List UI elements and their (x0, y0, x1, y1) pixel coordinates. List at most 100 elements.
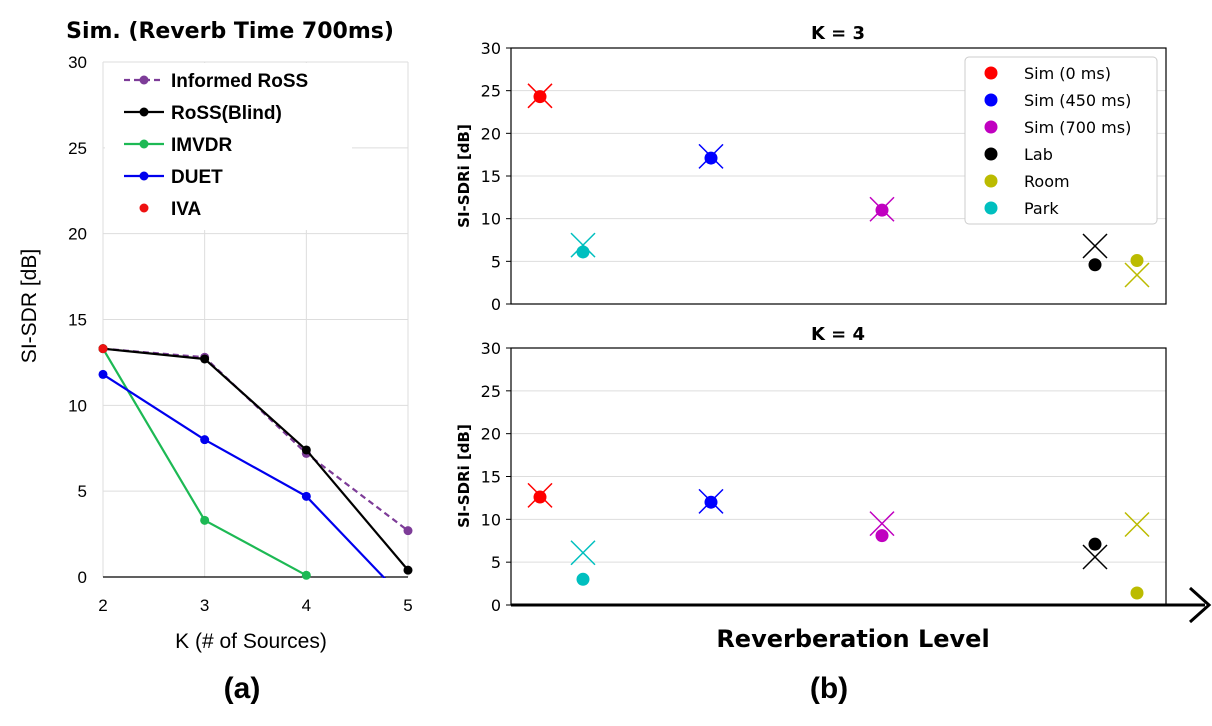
k4-cross-lab (1082, 544, 1108, 570)
k3-dot-room (1130, 253, 1144, 267)
legend-label-sim-0-ms: Sim (0 ms) (1024, 64, 1111, 83)
series-line-informed-ross (103, 347, 408, 532)
panel-a-x-label: K (# of Sources) (175, 630, 327, 653)
data-point-ross-blind (200, 354, 210, 364)
k4-cross-room (1124, 511, 1150, 538)
panel-b-legend-box (964, 56, 1158, 225)
panel-a-y-tick-label: 0 (78, 568, 87, 587)
legend-label-park: Park (1024, 199, 1059, 218)
k3-cross-room (1124, 262, 1150, 288)
legend-marker-sim-0-ms (984, 66, 998, 80)
k4-cross-sim-700-ms (869, 511, 895, 537)
panel-b-k4-y-label: SI-SDRi [dB] (455, 424, 473, 528)
k4-y-tick-label: 5 (491, 553, 501, 572)
panel-a-y-tick-label: 25 (68, 139, 87, 158)
panel-a-x-tick-label: 2 (98, 596, 107, 615)
k3-y-tick-label: 5 (491, 252, 501, 271)
panel-b-k3-y-ticks: 0 5 10 15 20 25 30 (481, 39, 511, 314)
k3-y-tick-label: 25 (481, 82, 501, 101)
k4-dot-sim-450-ms (704, 495, 718, 509)
k4-y-tick-label: 25 (481, 382, 501, 401)
legend-marker-informed-ross (139, 75, 149, 85)
panel-b-legend: Sim (0 ms) Sim (450 ms) Sim (700 ms) Lab Roo… (964, 56, 1158, 225)
panel-b-k3-title: K = 3 (811, 23, 865, 44)
panel-b-k3-y-label: SI-SDRi [dB] (455, 124, 473, 228)
k4-dot-park (576, 572, 590, 586)
data-point-ross-blind (403, 565, 413, 575)
panel-a-x-tick-label: 5 (403, 596, 412, 615)
panel-b-k3-scatter: K = 3 0 5 10 15 20 25 30 SI-SDRi [dB] Sim (0 m… (455, 23, 1167, 314)
panel-a-title: Sim. (Reverb Time 700ms) (66, 19, 394, 44)
legend-label-lab: Lab (1024, 145, 1053, 164)
k4-cross-park (570, 540, 596, 566)
k3-dot-sim-450-ms (704, 151, 718, 165)
legend-label-imvdr: IMVDR (171, 135, 233, 156)
data-point-iva (98, 344, 108, 354)
legend-marker-iva (139, 203, 149, 213)
data-point-duet (200, 435, 210, 445)
series-line-duet (103, 373, 386, 578)
panel-a-label: (a) (224, 672, 261, 705)
panel-b-x-label: Reverberation Level (716, 625, 989, 653)
data-point-duet (98, 369, 108, 379)
legend-marker-sim-450-ms (984, 93, 998, 107)
panel-b-k3-points (527, 83, 1150, 288)
panel-a-y-tick-label: 20 (68, 225, 87, 244)
data-point-imvdr (301, 570, 311, 580)
data-point-imvdr (200, 515, 210, 525)
panel-a-y-tick-label: 5 (78, 482, 87, 501)
panel-a-x-tick-label: 3 (200, 596, 209, 615)
k4-dot-sim-0-ms (533, 490, 547, 504)
legend-label-room: Room (1024, 172, 1070, 191)
panel-a-y-tick-label: 15 (68, 311, 87, 330)
panel-b-k4-y-ticks: 0 5 10 15 20 25 30 (481, 339, 511, 615)
k4-y-tick-label: 10 (481, 510, 501, 529)
k3-dot-lab (1088, 258, 1102, 272)
panel-b-k4-points (527, 482, 1150, 600)
panel-a-y-tick-label: 30 (68, 53, 87, 72)
panel-a-series (98, 344, 413, 580)
panel-a-x-ticks: 2 3 4 5 (98, 596, 412, 615)
k4-dot-lab (1088, 537, 1102, 551)
reverberation-arrow-head (1188, 586, 1212, 624)
k4-dot-sim-700-ms (875, 529, 889, 543)
legend-marker-duet (139, 171, 149, 181)
legend-marker-ross-blind (139, 107, 149, 117)
k3-dot-sim-0-ms (533, 90, 547, 104)
k3-y-tick-label: 15 (481, 167, 501, 186)
legend-label-informed-ross: Informed RoSS (171, 71, 308, 92)
series-line-ross-blind (103, 347, 408, 571)
panel-a-x-tick-label: 4 (302, 596, 311, 615)
k3-y-tick-label: 10 (481, 210, 501, 229)
legend-label-sim-700-ms: Sim (700 ms) (1024, 118, 1131, 137)
k3-dot-sim-700-ms (875, 203, 889, 217)
legend-label-sim-450-ms: Sim (450 ms) (1024, 91, 1131, 110)
panel-a-y-ticks: 0 5 10 15 20 25 30 (68, 53, 87, 587)
legend-marker-imvdr (139, 139, 149, 149)
panel-b-label: (b) (810, 672, 848, 705)
legend-marker-lab (984, 147, 998, 161)
k4-y-tick-label: 15 (481, 468, 501, 487)
k4-y-tick-label: 20 (481, 425, 501, 444)
data-point-informed-ross (403, 526, 413, 536)
k3-cross-lab (1082, 233, 1108, 259)
k3-cross-park (570, 232, 596, 258)
legend-label-duet: DUET (171, 167, 223, 188)
k4-y-tick-label: 30 (481, 339, 501, 358)
panel-a-y-label: SI-SDR [dB] (18, 249, 41, 363)
panel-b-k3-frame (510, 47, 1167, 305)
k3-y-tick-label: 0 (491, 295, 501, 314)
panel-b-k4-scatter: K = 4 0 5 10 15 20 25 30 SI-SDRi [dB] (455, 324, 1167, 615)
panel-a-legend: Informed RoSS RoSS(Blind) IMVDR DUET IVA (105, 63, 352, 230)
panel-a-y-tick-label: 10 (68, 396, 87, 415)
k3-y-tick-label: 20 (481, 124, 501, 143)
legend-label-iva: IVA (171, 199, 202, 220)
legend-marker-park (984, 201, 998, 215)
data-point-ross-blind (301, 445, 311, 455)
panel-a-line-chart: Sim. (Reverb Time 700ms) 0 5 10 15 20 25 30 2 3… (18, 19, 413, 705)
panel-b-k4-title: K = 4 (811, 324, 865, 345)
legend-label-ross-blind: RoSS(Blind) (171, 103, 282, 124)
k3-y-tick-label: 30 (481, 39, 501, 58)
k4-y-tick-label: 0 (491, 596, 501, 615)
